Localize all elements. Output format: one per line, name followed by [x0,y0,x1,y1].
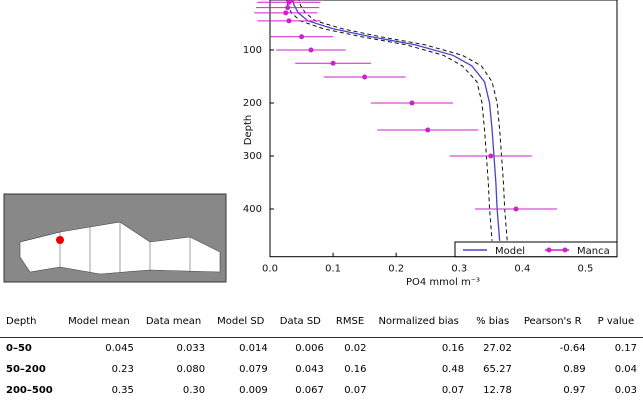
table-cell: 0.04 [614,364,637,375]
table-row: 0–50 0.045 0.033 0.014 0.006 0.02 0.16 27.02 -0.… [0,338,643,360]
table-cell: 200–500 [6,385,53,396]
table-cell: 0.16 [441,343,465,354]
column-header: Pearson's R [517,305,592,338]
column-header: Normalized bias [372,305,471,338]
x-tick-label: 0.2 [388,264,404,275]
legend-box [454,241,618,258]
data-point [286,18,292,24]
y-axis-label: Depth [243,115,254,145]
legend-marker [546,247,552,253]
table-row: 50–200 0.23 0.080 0.079 0.043 0.16 0.48 65.27 0.… [0,359,643,380]
data-point [283,10,289,16]
model-lower [285,0,493,241]
chart: Depth PO4 mmol m⁻³ 0.0 0.1 0.2 0.3 0.4 0.5 0 10… [243,0,618,288]
table-cell: 0.009 [239,385,268,396]
table-cell: 0.16 [344,364,367,375]
column-header: Model mean [62,305,140,338]
model-line [292,0,501,241]
table-row: 200–500 0.35 0.30 0.009 0.067 0.07 0.07 12.78 0.… [0,380,643,401]
data-point [488,153,494,159]
y-tick-label: 100 [243,45,262,56]
table-cell: 0.30 [182,385,206,396]
legend-marker [562,247,568,253]
table-cell: 0.48 [441,364,465,375]
table-cell: 50–200 [6,364,46,375]
data-point [299,34,305,40]
y-tick-label: 400 [243,204,262,215]
x-axis-label: PO4 mmol m⁻³ [406,277,480,288]
data-point [425,127,431,133]
table-cell: 0.067 [295,385,324,396]
data-point [330,60,336,66]
data-point [285,5,291,11]
column-header: Data SD [273,305,330,338]
table-cell: 0–50 [6,343,32,354]
data-point [409,100,415,106]
x-tick-label: 0.1 [325,264,341,275]
table-cell: 0.006 [295,343,324,354]
stats-table: Depth Model mean Data mean Model SD Data SD R… [0,305,643,401]
plot-frame [269,0,618,258]
x-tick-label: 0.5 [578,264,594,275]
table-cell: 0.03 [614,385,637,396]
table-cell: 0.07 [344,385,367,396]
table-cell: 0.033 [176,343,206,354]
data-point [308,47,314,53]
table-cell: 0.89 [563,364,586,375]
table-cell: 65.27 [483,364,512,375]
table-cell: 0.17 [614,343,637,354]
x-tick-label: 0.0 [262,264,278,275]
table-cell: 27.02 [483,343,512,354]
y-tick-label: 200 [243,98,262,109]
table-cell: 0.045 [105,343,134,354]
table-cell: 0.07 [441,385,465,396]
x-tick-label: 0.3 [451,264,467,275]
data-point [362,74,368,80]
table-cell: 0.97 [563,385,586,396]
data-point [286,0,292,5]
table-cell: 0.02 [344,343,367,354]
column-header: Depth [0,305,63,338]
y-tick-label: 300 [243,151,262,162]
map [3,193,227,283]
legend-label: Model [495,246,525,257]
x-tick-label: 0.4 [514,264,530,275]
column-header: Model SD [211,305,274,338]
table-cell: 0.35 [111,385,134,396]
legend-label: Manca [577,246,610,257]
table-cell: 12.78 [483,385,512,396]
column-header: P value [591,305,643,338]
table-cell: -0.64 [559,343,586,354]
table-cell: 0.043 [295,364,324,375]
data-point [513,206,519,212]
column-header: % bias [470,305,518,338]
table-cell: 0.014 [239,343,268,354]
table-cell: 0.080 [176,364,206,375]
y-tick-label: 0 [256,0,262,3]
table-cell: 0.23 [111,364,134,375]
column-header: RMSE [329,305,373,338]
model-upper [298,0,508,241]
table-cell: 0.079 [239,364,268,375]
column-header: Data mean [139,305,212,338]
